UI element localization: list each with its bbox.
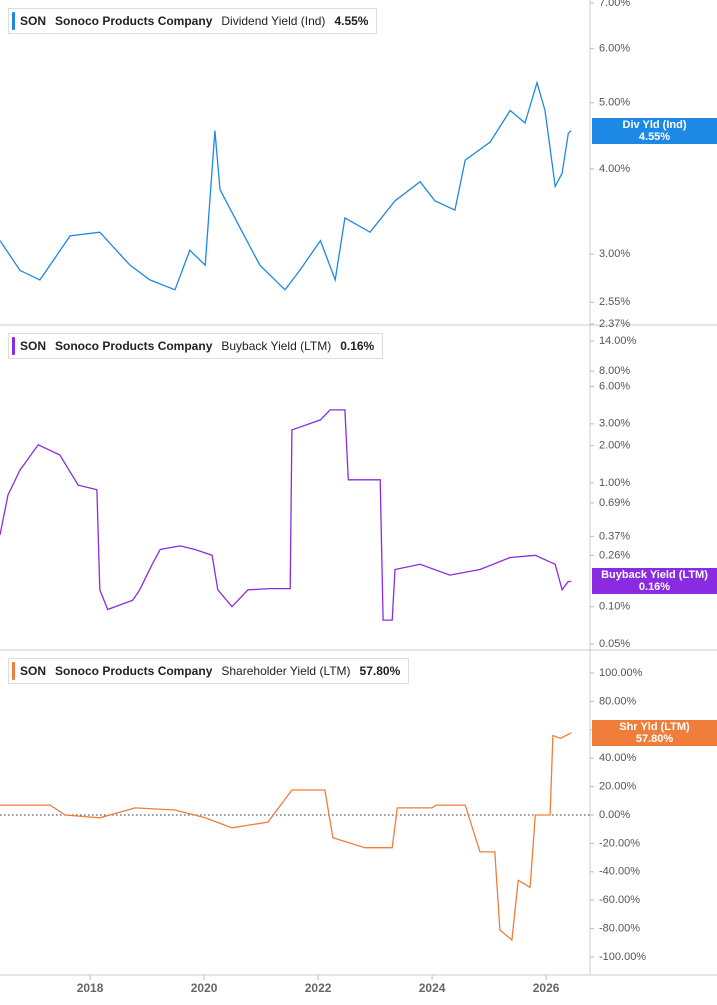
legend-series: Shareholder Yield (LTM) xyxy=(221,664,351,678)
legend-header: SON Sonoco Products Company Dividend Yield… xyxy=(8,8,378,34)
data-line xyxy=(0,80,572,291)
y-tick-label: 40.00% xyxy=(599,752,637,764)
x-tick-label: 2018 xyxy=(77,981,104,995)
badge-value: 0.16% xyxy=(638,581,671,594)
y-tick-label: 0.37% xyxy=(599,530,630,542)
last-value-badge: Shr Yld (LTM) 57.80% xyxy=(592,719,717,746)
data-line xyxy=(0,732,572,942)
legend-header: SON Sonoco Products Company Buyback Yield … xyxy=(8,333,384,359)
legend-value: 4.55% xyxy=(334,14,369,28)
y-tick-label: -20.00% xyxy=(599,837,640,849)
badge-label: Shr Yld (LTM) xyxy=(619,720,690,733)
y-tick-label: 80.00% xyxy=(599,695,637,707)
y-tick-label: 0.05% xyxy=(599,638,630,650)
y-tick-label: 1.00% xyxy=(599,477,630,489)
x-tick-label: 2022 xyxy=(305,981,332,995)
y-tick-label: 20.00% xyxy=(599,781,637,793)
y-tick-label: 14.00% xyxy=(599,335,637,347)
legend-ticker: SON xyxy=(20,664,47,678)
y-tick-label: 6.00% xyxy=(599,380,630,392)
y-tick-label: -40.00% xyxy=(599,866,640,878)
y-tick-label: 0.10% xyxy=(599,601,630,613)
x-tick-label: 2020 xyxy=(191,981,218,995)
badge-value: 57.80% xyxy=(635,732,674,745)
y-tick-label: 0.00% xyxy=(599,809,630,821)
last-value-badge: Div Yld (Ind) 4.55% xyxy=(592,117,717,144)
legend-value: 0.16% xyxy=(340,339,375,353)
legend-company: Sonoco Products Company xyxy=(55,14,213,28)
y-tick-label: 100.00% xyxy=(599,667,643,679)
data-line xyxy=(0,409,572,621)
legend-series: Buyback Yield (LTM) xyxy=(221,339,332,353)
y-tick-label: 5.00% xyxy=(599,97,630,109)
legend-ticker: SON xyxy=(20,339,47,353)
y-tick-label: 3.00% xyxy=(599,418,630,430)
legend-header: SON Sonoco Products Company Shareholder Yi… xyxy=(8,658,410,684)
x-tick-label: 2026 xyxy=(533,981,560,995)
y-tick-label: 0.26% xyxy=(599,549,630,561)
badge-value: 4.55% xyxy=(638,130,671,143)
y-tick-label: 6.00% xyxy=(599,43,630,55)
legend-value: 57.80% xyxy=(359,664,401,678)
legend-company: Sonoco Products Company xyxy=(55,664,213,678)
y-tick-label: 2.55% xyxy=(599,296,630,308)
y-tick-label: 0.69% xyxy=(599,497,630,509)
y-tick-label: -100.00% xyxy=(599,951,646,963)
y-tick-label: -80.00% xyxy=(599,923,640,935)
badge-label: Div Yld (Ind) xyxy=(622,118,687,131)
y-tick-label: 2.00% xyxy=(599,440,630,452)
y-tick-label: 7.00% xyxy=(599,0,630,9)
x-tick-label: 2024 xyxy=(419,981,446,995)
legend-color xyxy=(12,337,15,355)
legend-color xyxy=(12,12,15,30)
last-value-badge: Buyback Yield (LTM) 0.16% xyxy=(592,568,717,595)
y-tick-label: 4.00% xyxy=(599,163,630,175)
y-tick-label: 2.37% xyxy=(599,318,630,330)
legend-ticker: SON xyxy=(20,14,47,28)
y-tick-label: 3.00% xyxy=(599,248,630,260)
legend-company: Sonoco Products Company xyxy=(55,339,213,353)
legend-series: Dividend Yield (Ind) xyxy=(221,14,326,28)
y-tick-label: -60.00% xyxy=(599,894,640,906)
y-tick-label: 8.00% xyxy=(599,365,630,377)
badge-label: Buyback Yield (LTM) xyxy=(601,569,708,582)
legend-color xyxy=(12,662,15,680)
